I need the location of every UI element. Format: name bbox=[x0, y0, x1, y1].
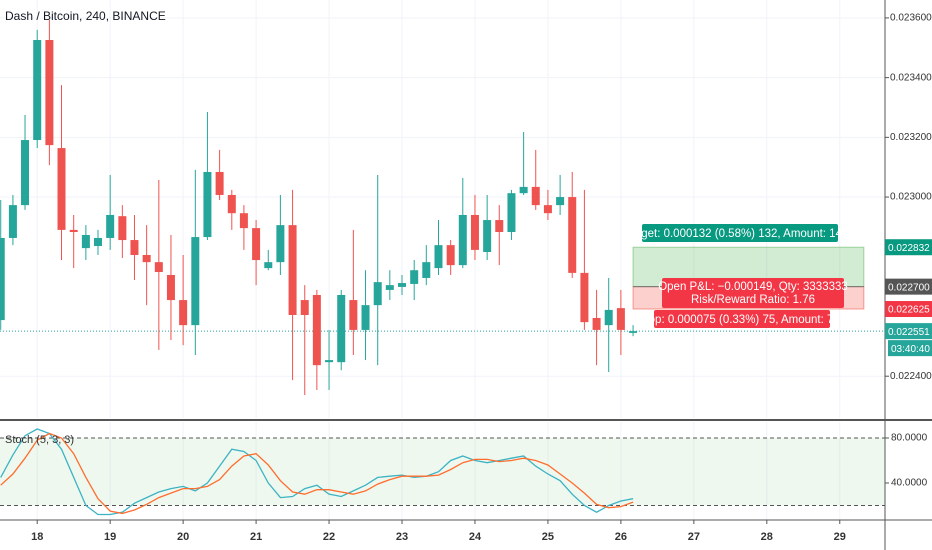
candle-body bbox=[118, 216, 127, 241]
candle-body bbox=[130, 240, 139, 255]
candle-body bbox=[385, 285, 394, 290]
candle-body bbox=[0, 237, 5, 321]
candle-body bbox=[8, 205, 17, 238]
candle-body bbox=[179, 300, 188, 326]
candle-body bbox=[543, 205, 552, 214]
candle-body bbox=[616, 308, 625, 330]
x-tick-label: 29 bbox=[834, 531, 846, 543]
y-tick-label: 80.0000 bbox=[891, 433, 928, 444]
x-tick-label: 25 bbox=[542, 531, 554, 543]
candle-body bbox=[337, 294, 346, 363]
candle-body bbox=[592, 317, 601, 330]
stop-label: Stop: 0.000075 (0.33%) 75, Amount: 750 bbox=[638, 314, 846, 326]
price-tag bbox=[885, 323, 932, 340]
countdown-box bbox=[888, 340, 932, 357]
candle-body bbox=[410, 270, 419, 284]
x-tick-label: 22 bbox=[323, 531, 335, 543]
x-tick-label: 23 bbox=[396, 531, 408, 543]
candle-body bbox=[239, 213, 248, 229]
y-tick-label: 0.023200 bbox=[890, 132, 932, 143]
candle-body bbox=[604, 309, 613, 326]
candle-body bbox=[252, 228, 261, 261]
candle-body bbox=[33, 40, 42, 141]
candle-body bbox=[531, 186, 540, 206]
price-tag-label: 0.022832 bbox=[888, 243, 930, 254]
candle-body bbox=[361, 305, 370, 330]
y-tick-label: 0.023000 bbox=[890, 192, 932, 203]
candle-body bbox=[446, 245, 455, 266]
pnl-label-box bbox=[662, 278, 844, 308]
price-tag bbox=[885, 239, 932, 256]
candle-body bbox=[483, 220, 492, 252]
candle-body bbox=[556, 197, 565, 206]
candle-body bbox=[215, 171, 224, 195]
candle-body bbox=[349, 300, 358, 330]
y-tick-label: 40.0000 bbox=[891, 478, 928, 489]
x-tick-label: 28 bbox=[761, 531, 773, 543]
candle-body bbox=[45, 40, 54, 146]
candle-body bbox=[458, 214, 467, 266]
candle-body bbox=[81, 234, 90, 249]
candle-body bbox=[495, 220, 504, 232]
price-tag bbox=[885, 278, 932, 295]
candle-body bbox=[300, 300, 309, 315]
stoch-line bbox=[0, 432, 634, 515]
y-tick-label: 0.023400 bbox=[890, 72, 932, 83]
x-tick-label: 21 bbox=[250, 531, 262, 543]
candle-body bbox=[507, 193, 516, 232]
candle-body bbox=[93, 237, 102, 247]
candle-body bbox=[106, 214, 115, 238]
candle-body bbox=[69, 229, 78, 232]
x-tick-label: 27 bbox=[688, 531, 700, 543]
target-label: Target: 0.000132 (0.58%) 132, Amount: 14… bbox=[625, 228, 855, 240]
candle-body bbox=[276, 225, 285, 263]
candle-body bbox=[325, 360, 334, 363]
candle-body bbox=[568, 197, 577, 273]
x-tick-label: 20 bbox=[177, 531, 189, 543]
candle-body bbox=[519, 186, 528, 194]
y-tick-label: 0.023600 bbox=[890, 13, 932, 24]
price-tag-label: 0.022625 bbox=[888, 305, 930, 316]
candle-body bbox=[629, 331, 638, 333]
price-tag bbox=[885, 301, 932, 318]
x-tick-label: 18 bbox=[31, 531, 43, 543]
x-tick-label: 26 bbox=[615, 531, 627, 543]
x-tick-label: 19 bbox=[104, 531, 116, 543]
candle-body bbox=[142, 254, 151, 263]
candle-body bbox=[470, 214, 479, 250]
indicator-title: Stoch (5, 3, 3) bbox=[5, 434, 74, 446]
candle-body bbox=[227, 194, 236, 214]
candle-body bbox=[21, 140, 30, 206]
chart-title: Dash / Bitcoin, 240, BINANCE bbox=[5, 9, 166, 23]
risk-reward-label: Risk/Reward Ratio: 1.76 bbox=[691, 294, 815, 306]
candle-body bbox=[288, 225, 297, 315]
x-tick-label: 24 bbox=[469, 531, 482, 543]
candle-body bbox=[422, 262, 431, 278]
target-label-box bbox=[642, 224, 838, 242]
candle-body bbox=[203, 171, 212, 238]
price-tag-label: 0.022700 bbox=[888, 282, 930, 293]
candle-body bbox=[398, 283, 407, 287]
candle-body bbox=[264, 262, 273, 269]
candle-body bbox=[580, 272, 589, 323]
candle-body bbox=[373, 282, 382, 306]
countdown: 03:40:40 bbox=[891, 344, 930, 355]
candle-body bbox=[191, 237, 200, 326]
y-tick-label: 0.022400 bbox=[890, 371, 932, 382]
candle-body bbox=[434, 245, 443, 269]
stoch-band bbox=[0, 437, 885, 506]
candle-body bbox=[166, 274, 175, 301]
price-tag-label: 0.022551 bbox=[888, 327, 930, 338]
candle-body bbox=[154, 262, 163, 272]
candle-body bbox=[57, 148, 66, 230]
pnl-label: Open P&L: −0.000149, Qty: 3333333 bbox=[658, 281, 848, 293]
candle-body bbox=[312, 294, 321, 366]
stop-label-box bbox=[654, 310, 830, 328]
